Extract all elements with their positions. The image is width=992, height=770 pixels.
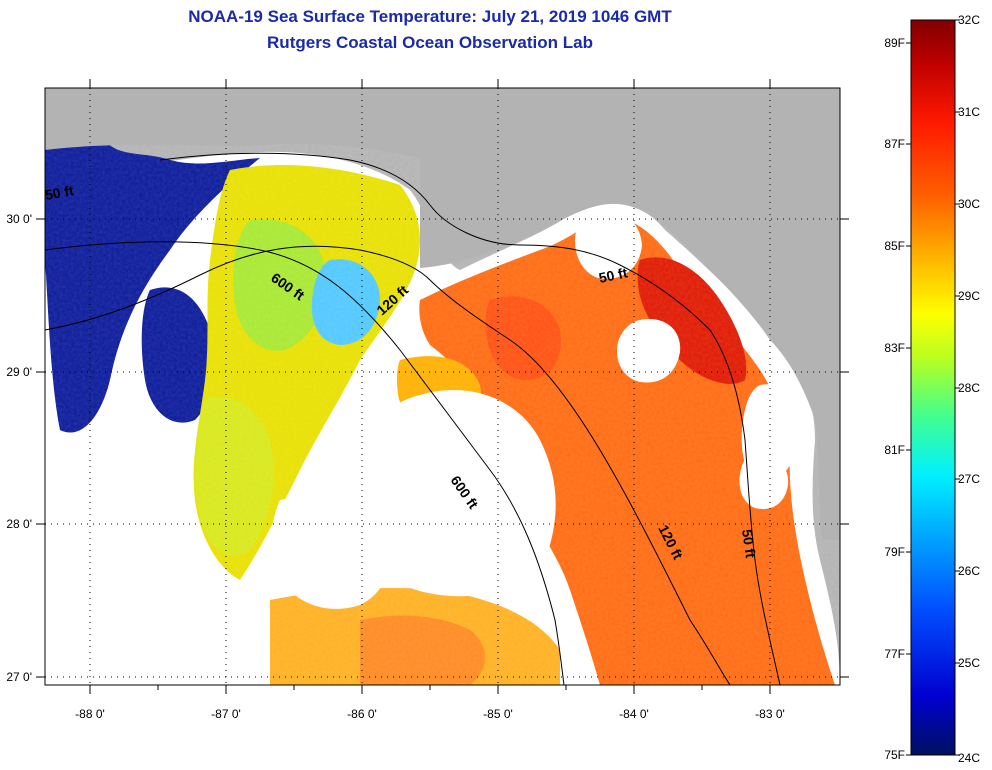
colorbar-fahrenheit-label: 83F [884,341,905,355]
depth-contour-600 [45,241,565,685]
lon-label: -84 0' [619,707,649,721]
colorbar-celsius-label: 27C [958,472,980,486]
sea-surface-field: 600 ft 120 ft 50 ft 600 ft 120 ft 50 ft … [44,88,840,685]
map-frame [44,87,841,686]
lat-label: 30 0' [6,212,32,226]
colorbar-celsius-label: 24C [958,751,980,765]
colorbar-ticks [906,19,960,756]
lon-label: -83 0' [755,707,785,721]
colorbar [910,19,956,756]
lat-label: 29 0' [6,365,32,379]
colorbar-celsius-label: 28C [958,381,980,395]
lon-label: -87 0' [211,707,241,721]
lon-label: -86 0' [347,707,377,721]
colorbar-fahrenheit-label: 75F [884,748,905,762]
depth-contour-50 [159,152,781,685]
alabama-land [45,88,840,160]
colorbar-celsius-label: 30C [958,197,980,211]
depth-label-50: 50 ft [44,182,75,203]
colorbar-fahrenheit-label: 89F [884,36,905,50]
colorbar-celsius-label: 32C [958,13,980,27]
colorbar-fahrenheit-label: 81F [884,443,905,457]
colorbar-celsius-label: 31C [958,105,980,119]
florida-land [420,88,840,540]
axis-ticks [36,79,849,694]
lat-label: 27 0' [6,670,32,684]
colorbar-celsius-label: 26C [958,564,980,578]
colorbar-fahrenheit-label: 85F [884,239,905,253]
colorbar-fahrenheit-label: 79F [884,545,905,559]
colorbar-celsius-label: 25C [958,656,980,670]
lon-label: -85 0' [483,707,513,721]
colorbar-celsius-label: 29C [958,289,980,303]
colorbar-fahrenheit-label: 87F [884,137,905,151]
depth-contour-120 [45,245,731,685]
lat-label: 28 0' [6,517,32,531]
map-title: NOAA-19 Sea Surface Temperature: July 21… [188,7,672,26]
graticule [45,88,840,685]
lon-label: -88 0' [75,707,105,721]
depth-label-50: 50 ft [597,264,629,286]
depth-label-50: 50 ft [739,528,759,559]
map-subtitle: Rutgers Coastal Ocean Observation Lab [267,33,593,52]
colorbar-fahrenheit-label: 77F [884,647,905,661]
